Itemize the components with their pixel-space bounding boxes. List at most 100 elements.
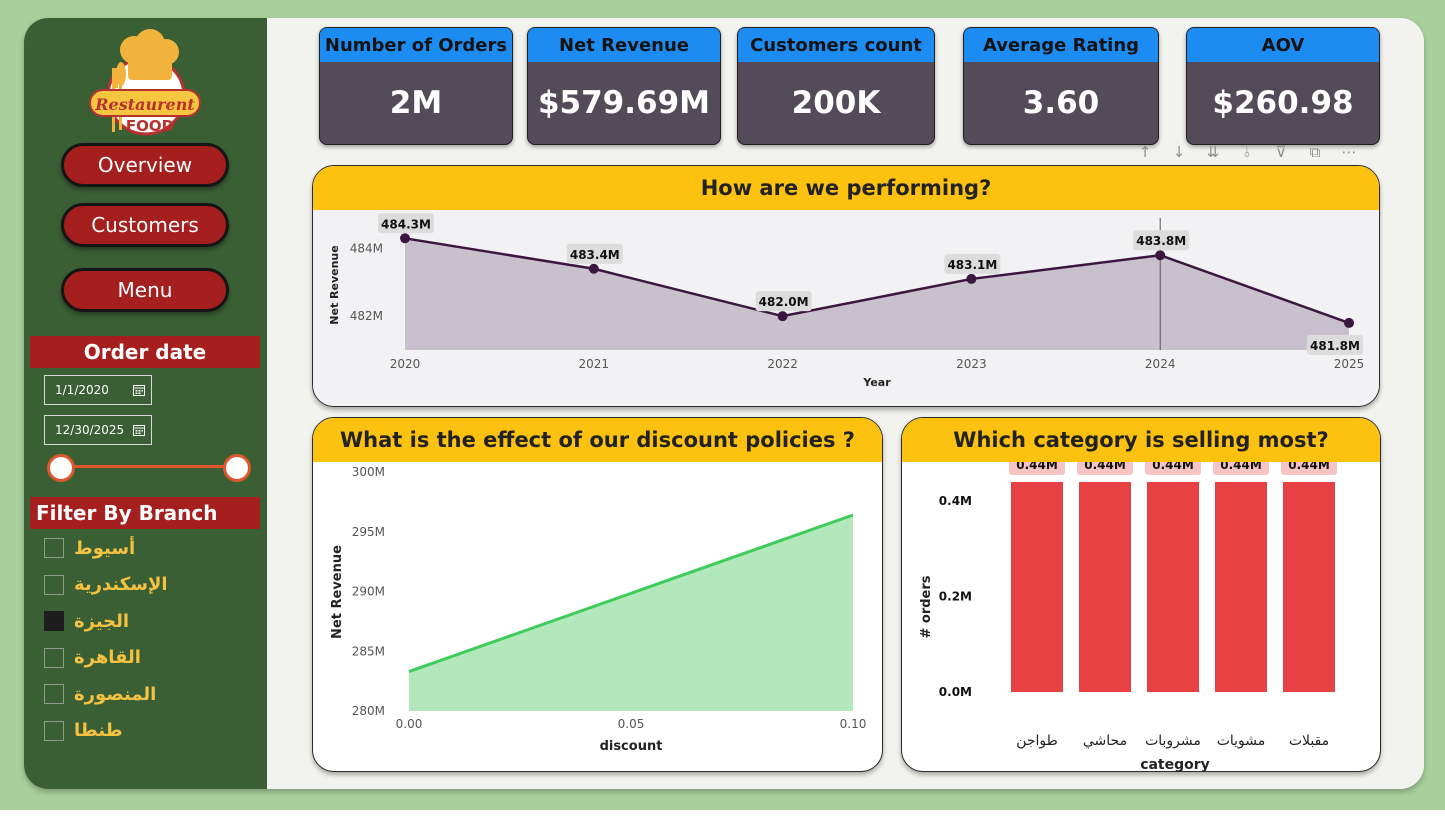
- kpi-net-revenue: Net Revenue $579.69M: [527, 27, 721, 145]
- visual-toolbar: ↑ ↓ ⇊ ⫰ ⊽ ⧉ ⋯: [1133, 138, 1383, 166]
- category-chart-card: Which category is selling most? 0.0M 0.2M…: [901, 417, 1381, 772]
- branch-label: الإسكندرية: [74, 574, 168, 595]
- y-tick-label: 300M: [352, 465, 385, 479]
- focus-mode-icon[interactable]: ⧉: [1309, 143, 1321, 161]
- data-label-bg: [1009, 462, 1065, 475]
- branch-checkbox[interactable]: [44, 611, 64, 631]
- x-tick-label: 2023: [956, 357, 987, 371]
- date-range-end-handle[interactable]: [223, 454, 251, 482]
- branch-checkbox[interactable]: [44, 574, 64, 595]
- nav-menu-button[interactable]: Menu: [61, 268, 229, 312]
- revenue-line: [404, 237, 1350, 325]
- category-bar: [1147, 482, 1199, 692]
- data-label-bg: [1133, 230, 1190, 251]
- more-options-icon[interactable]: ⋯: [1341, 143, 1357, 161]
- kpi-title: AOV: [1187, 28, 1379, 62]
- bottom-strip: [0, 810, 1445, 823]
- x-tick-label: طواجن: [1016, 733, 1058, 749]
- branch-checkbox[interactable]: [44, 684, 64, 704]
- branch-filter-item[interactable]: أسيوط: [44, 535, 244, 561]
- start-date-input[interactable]: 1/1/2020: [44, 375, 152, 405]
- chef-hat-logo-icon: Restaurent FOOD: [89, 29, 201, 136]
- discount-area-chart[interactable]: 280M 285M 290M 295M 300M 0.00 0.05 0.10 discount…: [313, 462, 882, 771]
- data-label-bg: [1077, 462, 1133, 475]
- x-tick-label: 2025: [1334, 357, 1365, 371]
- branch-filter-item[interactable]: القاهرة: [44, 645, 244, 671]
- x-tick-label: 2020: [390, 357, 421, 371]
- data-label: 0.44M: [1016, 462, 1058, 472]
- expand-hierarchy-icon[interactable]: ⫰: [1243, 143, 1251, 161]
- discount-chart-card: What is the effect of our discount polic…: [312, 417, 883, 772]
- data-label-bg: [1213, 462, 1269, 475]
- data-label: 0.44M: [1152, 462, 1194, 472]
- y-tick-label: 0.2M: [939, 590, 972, 604]
- double-arrow-down-icon[interactable]: ⇊: [1206, 143, 1220, 161]
- chart-title: Which category is selling most?: [902, 418, 1380, 462]
- branch-filter-item[interactable]: الجيزة: [44, 608, 244, 634]
- end-date-input[interactable]: 12/30/2025: [44, 415, 152, 445]
- branch-filter-title: Filter By Branch: [30, 497, 260, 529]
- x-tick-label: 2024: [1145, 357, 1176, 371]
- data-label: 0.44M: [1084, 462, 1126, 472]
- date-range-start-handle[interactable]: [47, 454, 75, 482]
- data-label-bg: [1145, 462, 1201, 475]
- data-label-bg: [378, 213, 434, 234]
- branch-checkbox[interactable]: [44, 647, 64, 668]
- kpi-title: Average Rating: [964, 28, 1158, 62]
- data-label: 483.8M: [1136, 234, 1186, 248]
- chart-title: How are we performing?: [313, 166, 1379, 210]
- data-point: [1155, 250, 1166, 261]
- y-axis-title: # orders: [919, 575, 934, 638]
- discount-line: [408, 513, 854, 673]
- category-bar: [1283, 482, 1335, 692]
- branch-label: الجيزة: [74, 610, 130, 632]
- data-point: [777, 311, 788, 322]
- kpi-number-of-orders: Number of Orders 2M: [319, 27, 513, 145]
- x-tick-label: محاشي: [1083, 733, 1127, 749]
- x-tick-label: مقبلات: [1289, 733, 1329, 749]
- arrow-up-icon[interactable]: ↑: [1138, 143, 1152, 161]
- kpi-value: 2M: [389, 85, 443, 121]
- calendar-icon[interactable]: [133, 424, 145, 436]
- category-bar-chart[interactable]: 0.0M 0.2M 0.4M 0.44M طواجن 0.44M محاشي 0.44M مشر…: [902, 462, 1380, 771]
- branch-filter-item[interactable]: طنطا: [44, 718, 244, 744]
- x-tick-label: مشويات: [1217, 733, 1266, 749]
- nav-customers-button[interactable]: Customers: [61, 203, 229, 247]
- discount-area: [409, 515, 853, 711]
- kpi-aov: AOV $260.98: [1186, 27, 1380, 145]
- kpi-title: Net Revenue: [528, 28, 720, 62]
- branch-label: المنصورة: [74, 683, 157, 705]
- branch-filter-item[interactable]: الإسكندرية: [44, 572, 244, 598]
- x-axis-title: Year: [862, 376, 891, 389]
- arrow-down-icon[interactable]: ↓: [1172, 143, 1186, 161]
- y-tick-label: 0.4M: [939, 494, 972, 508]
- kpi-value: $260.98: [1212, 85, 1354, 121]
- date-range-slider-track[interactable]: [60, 465, 238, 468]
- y-tick-label: 295M: [352, 525, 385, 539]
- logo-text-bottom: FOOD: [126, 117, 174, 135]
- filter-icon[interactable]: ⊽: [1275, 143, 1287, 161]
- data-label: 483.1M: [947, 258, 997, 272]
- data-label: 481.8M: [1310, 339, 1360, 353]
- branch-filter-item[interactable]: المنصورة: [44, 681, 244, 707]
- y-axis-title: Net Revenue: [330, 545, 345, 639]
- sidebar: Restaurent FOOD Overview Customers Menu …: [24, 18, 267, 789]
- category-bar: [1079, 482, 1131, 692]
- nav-overview-button[interactable]: Overview: [61, 143, 229, 187]
- data-label-bg: [1281, 462, 1337, 475]
- performance-line-chart[interactable]: 484.3M 2020 483.4M 2021 482.0M 2022 483.1M 2023…: [313, 210, 1379, 406]
- restaurant-logo: Restaurent FOOD: [84, 28, 204, 140]
- performance-chart-card: How are we performing? 484.3M 2020 483.4M 2…: [312, 165, 1380, 407]
- branch-checkbox[interactable]: [44, 720, 64, 741]
- x-axis-title: discount: [600, 739, 663, 754]
- y-tick-label: 280M: [352, 704, 385, 718]
- x-tick-label: 2021: [579, 357, 610, 371]
- calendar-icon[interactable]: [133, 384, 145, 396]
- data-label-bg: [944, 253, 1001, 274]
- end-date-value: 12/30/2025: [55, 423, 125, 437]
- data-label-bg: [755, 291, 812, 312]
- branch-checkbox[interactable]: [44, 538, 64, 558]
- chart-title: What is the effect of our discount polic…: [313, 418, 882, 462]
- x-axis-title: category: [1140, 757, 1210, 771]
- y-axis-title: Net Revenue: [328, 245, 341, 324]
